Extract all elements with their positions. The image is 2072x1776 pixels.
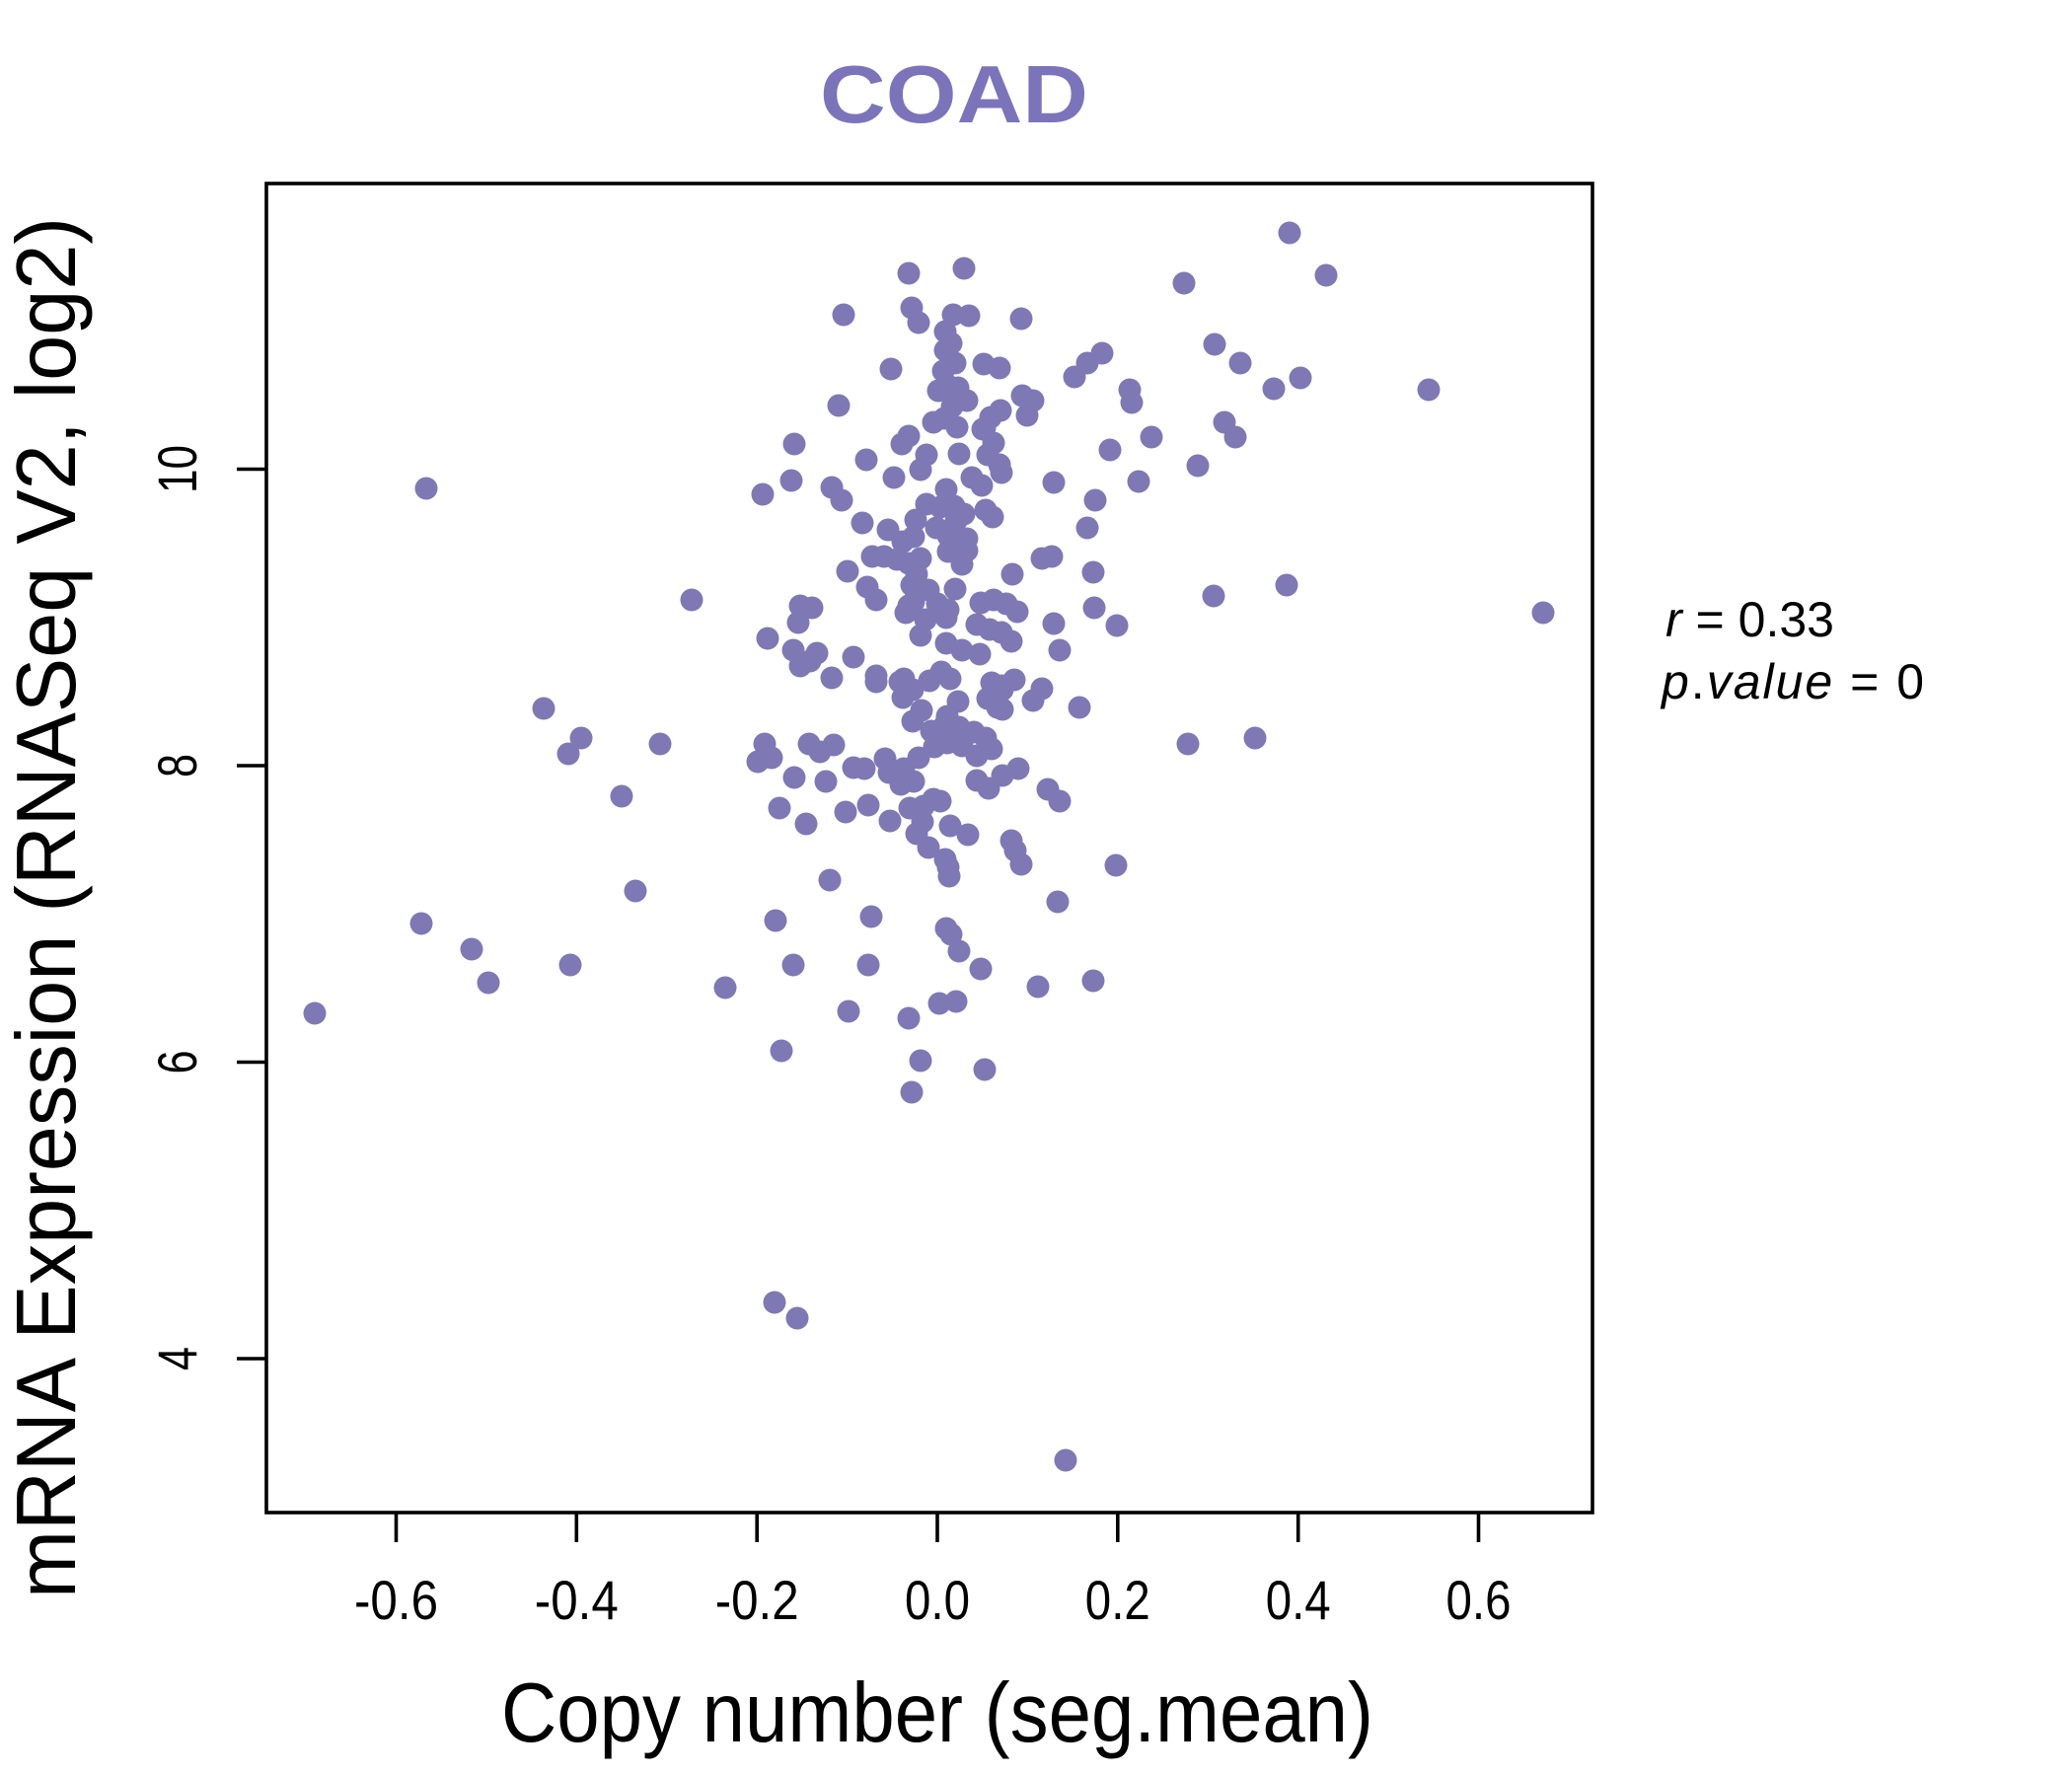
svg-text:mRNA Expression (RNASeq V2, lo: mRNA Expression (RNASeq V2, log2) (0, 217, 94, 1598)
svg-text:8: 8 (146, 754, 208, 777)
svg-text:r = 0.33: r = 0.33 (1665, 592, 1834, 647)
svg-text:0.6: 0.6 (1446, 1569, 1512, 1631)
svg-text:0.2: 0.2 (1085, 1569, 1150, 1631)
svg-text:-0.2: -0.2 (715, 1569, 799, 1631)
svg-text:6: 6 (146, 1051, 208, 1074)
svg-text:COAD: COAD (820, 48, 1088, 140)
svg-text:-0.6: -0.6 (354, 1569, 438, 1631)
svg-text:Copy number (seg.mean): Copy number (seg.mean) (501, 1666, 1373, 1760)
svg-text:-0.4: -0.4 (535, 1569, 619, 1631)
svg-text:0.4: 0.4 (1266, 1569, 1331, 1631)
svg-text:10: 10 (146, 445, 208, 493)
svg-text:0.0: 0.0 (905, 1569, 970, 1631)
svg-text:4: 4 (146, 1347, 208, 1370)
svg-text:p.value = 0: p.value = 0 (1660, 654, 1924, 709)
